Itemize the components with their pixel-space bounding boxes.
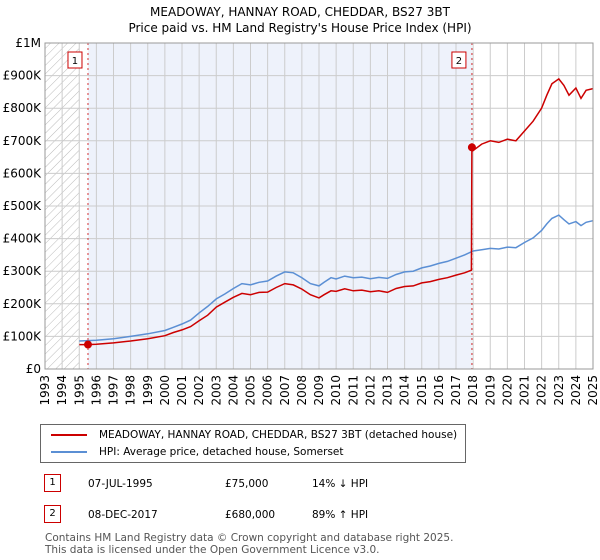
y-tick-label: £400K [3,232,43,246]
y-tick-label: £500K [3,199,43,213]
transaction-price: £75,000 [225,478,269,490]
y-tick-label: £100K [3,329,43,343]
transaction-date: 07-JUL-1995 [88,478,153,490]
x-tick-label: 2002 [192,375,206,406]
y-tick-label: £600K [3,166,43,180]
plot-frame [44,42,594,370]
x-tick-label: 1994 [55,375,69,406]
y-tick-label: £300K [3,264,43,278]
x-tick-label: 2024 [569,375,583,406]
marker-label-box [67,51,83,69]
chart-subtitle: Price paid vs. HM Land Registry's House … [128,21,472,35]
marker-label: 1 [72,56,78,67]
x-tick-label: 2014 [398,375,412,406]
legend-swatch-hpi [51,451,87,453]
x-tick-label: 2016 [432,375,446,406]
y-tick-label: £200K [3,297,43,311]
x-tick-label: 2025 [586,375,600,406]
x-tick-label: 2013 [381,375,395,406]
x-tick-label: 2019 [483,375,497,406]
y-tick-label: £900K [3,69,43,83]
x-tick-label: 1997 [107,375,121,406]
transaction-date: 08-DEC-2017 [88,509,158,521]
x-tick-label: 2006 [261,375,275,406]
x-tick-label: 1998 [124,375,138,406]
y-tick-label: £0 [26,362,41,376]
x-tick-label: 2020 [500,375,514,406]
marker-label-box [451,51,467,69]
x-tick-label: 2010 [329,375,343,406]
x-tick-label: 1996 [89,375,103,406]
property-price-line [79,77,594,346]
x-tick-label: 2021 [518,375,532,406]
marker-label: 2 [456,56,462,67]
y-tick-label: £800K [3,101,43,115]
x-tick-label: 2000 [158,375,172,406]
footer-licence: This data is licensed under the Open Gov… [45,544,380,556]
x-tick-label: 1993 [38,375,52,406]
hpi-line [79,214,594,342]
transaction-number: 2 [44,505,61,523]
footer-copyright: Contains HM Land Registry data © Crown c… [45,532,454,544]
transaction-price: £680,000 [225,509,276,521]
x-tick-label: 2009 [312,375,326,406]
x-tick-label: 1999 [141,375,155,406]
sale-point [83,340,92,349]
x-tick-label: 2008 [295,375,309,406]
x-tick-label: 2011 [346,375,360,406]
transaction-hpi-diff: 89% ↑ HPI [312,509,369,521]
x-tick-label: 2022 [535,375,549,406]
x-tick-label: 2003 [209,375,223,406]
y-tick-label: £700K [3,134,43,148]
x-tick-label: 2001 [175,375,189,406]
transaction-number: 1 [44,474,61,492]
x-tick-label: 2015 [415,375,429,406]
chart-title: MEADOWAY, HANNAY ROAD, CHEDDAR, BS27 3BT [150,5,450,19]
x-tick-label: 2017 [449,375,463,406]
legend-swatch-property [51,434,87,436]
transaction-hpi-diff: 14% ↓ HPI [312,478,369,490]
x-tick-label: 2007 [278,375,292,406]
x-tick-label: 2012 [363,375,377,406]
legend-label-property: MEADOWAY, HANNAY ROAD, CHEDDAR, BS27 3BT… [99,429,458,441]
x-tick-label: 1995 [72,375,86,406]
legend-label-hpi: HPI: Average price, detached house, Some… [99,446,344,458]
price-chart: £0 £100K £200K £300K £400K £500K £600K £700K £80… [3,36,600,406]
legend: MEADOWAY, HANNAY ROAD, CHEDDAR, BS27 3BT… [40,424,466,463]
x-tick-label: 2005 [244,375,258,406]
x-tick-label: 2004 [226,375,240,406]
y-tick-label: £1M [15,36,41,50]
sale-point [467,143,476,152]
x-tick-label: 2018 [466,375,480,406]
x-tick-label: 2023 [552,375,566,406]
